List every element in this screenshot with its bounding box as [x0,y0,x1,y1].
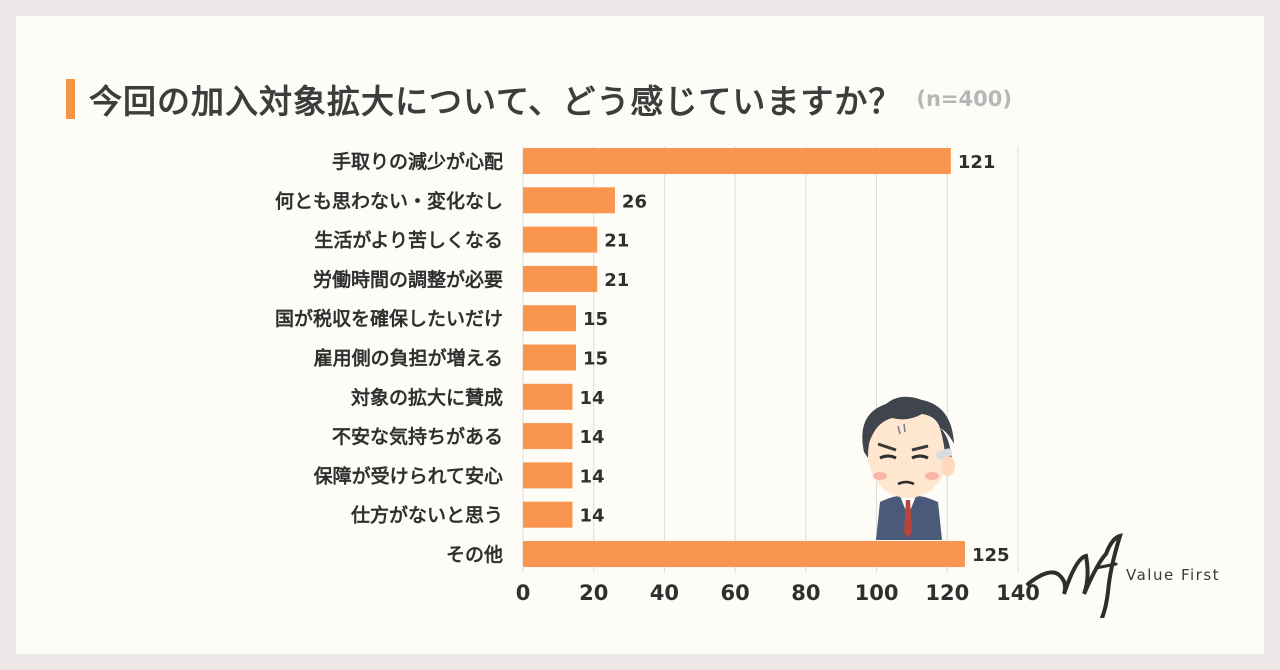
value-label: 14 [580,427,605,448]
category-label: 何とも思わない・変化なし [275,189,503,212]
category-label: 不安な気持ちがある [332,425,503,448]
category-label: 仕方がないと思う [350,504,503,527]
x-tick-label: 20 [579,581,608,605]
chart-title: 今回の加入対象拡大について、どう感じていますか？ [89,82,903,121]
x-tick-label: 100 [855,581,899,605]
category-label: 保障が受けられて安心 [313,464,503,487]
bar-1 [523,187,615,214]
value-label: 121 [958,152,996,173]
bar-4 [523,305,577,332]
bar-8 [523,462,573,489]
category-label: 手取りの減少が心配 [332,150,503,173]
value-label: 15 [583,309,608,330]
value-label: 15 [583,349,608,370]
bar-10 [523,541,965,567]
value-label: 21 [604,231,629,252]
sample-size: (n=400) [916,87,1012,111]
bar-7 [523,423,573,450]
category-label: 労働時間の調整が必要 [313,268,503,291]
value-label: 125 [972,545,1010,566]
value-label: 26 [622,191,647,212]
logo-text: Value First [1126,566,1221,584]
x-tick-label: 140 [996,581,1040,605]
category-label: 国が税収を確保したいだけ [275,307,503,330]
value-label: 14 [580,466,605,487]
category-label: 対象の拡大に賛成 [350,386,503,409]
category-label: その他 [446,543,503,566]
bar-5 [523,344,577,371]
bar-2 [523,226,598,253]
x-tick-label: 60 [721,581,750,605]
title-row: 今回の加入対象拡大について、どう感じていますか？ (n=400) [66,76,1012,122]
bar-9 [523,501,573,528]
x-tick-label: 40 [650,581,679,605]
bar-6 [523,383,573,410]
x-tick-label: 80 [791,581,820,605]
bar-3 [523,265,598,292]
x-tick-label: 120 [925,581,969,605]
value-label: 14 [580,506,605,527]
worried-businessman-illustration [862,396,955,540]
category-label: 生活がより苦しくなる [314,229,503,252]
value-label: 21 [604,270,629,291]
x-tick-label: 0 [516,581,531,605]
title-accent-bar [66,79,75,119]
value-first-logo [1026,533,1123,618]
category-label: 雇用側の負担が増える [314,347,503,370]
value-label: 14 [580,388,605,409]
bar-0 [523,148,951,174]
